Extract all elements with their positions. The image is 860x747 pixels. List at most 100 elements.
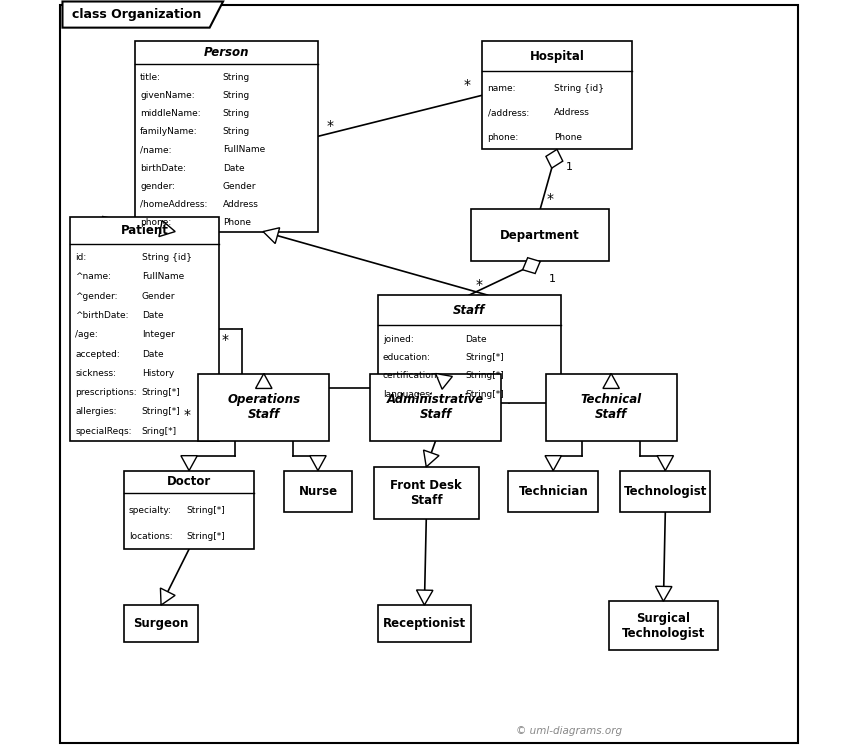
Text: joined:: joined: <box>383 335 414 344</box>
Text: FullName: FullName <box>142 273 184 282</box>
FancyBboxPatch shape <box>374 467 478 519</box>
Text: ^birthDate:: ^birthDate: <box>75 311 129 320</box>
Text: Date: Date <box>142 311 163 320</box>
Polygon shape <box>63 1 223 28</box>
FancyBboxPatch shape <box>371 374 501 441</box>
Text: *: * <box>183 408 191 422</box>
Polygon shape <box>181 456 197 471</box>
Polygon shape <box>603 374 619 388</box>
Polygon shape <box>655 586 672 601</box>
FancyBboxPatch shape <box>609 601 717 650</box>
Text: class Organization: class Organization <box>72 8 201 21</box>
Text: *: * <box>222 332 229 347</box>
Text: *: * <box>546 192 553 206</box>
Text: /address:: /address: <box>488 108 529 117</box>
Polygon shape <box>424 450 439 467</box>
Text: middleName:: middleName: <box>140 109 200 118</box>
FancyBboxPatch shape <box>620 471 710 512</box>
Polygon shape <box>263 228 280 244</box>
Text: 1: 1 <box>566 162 573 173</box>
Text: givenName:: givenName: <box>140 91 194 100</box>
Text: Hospital: Hospital <box>530 50 585 63</box>
Polygon shape <box>545 456 562 471</box>
Text: Surgeon: Surgeon <box>133 617 188 630</box>
Text: String {id}: String {id} <box>554 84 604 93</box>
FancyBboxPatch shape <box>70 217 219 441</box>
Text: familyName:: familyName: <box>140 128 198 137</box>
Text: allergies:: allergies: <box>75 407 117 416</box>
Text: /homeAddress:: /homeAddress: <box>140 200 207 209</box>
FancyBboxPatch shape <box>124 471 255 549</box>
Text: Patient: Patient <box>120 223 169 237</box>
Text: Nurse: Nurse <box>298 485 337 498</box>
Text: Integer: Integer <box>142 330 175 339</box>
Text: Staff: Staff <box>453 304 485 317</box>
Text: Surgical
Technologist: Surgical Technologist <box>622 612 705 639</box>
Text: Date: Date <box>223 164 244 173</box>
Polygon shape <box>161 588 175 605</box>
Text: languages:: languages: <box>383 390 433 399</box>
Text: *: * <box>327 120 334 134</box>
Polygon shape <box>310 456 326 471</box>
Text: id:: id: <box>75 253 86 262</box>
Text: certification:: certification: <box>383 371 440 380</box>
FancyBboxPatch shape <box>378 295 561 403</box>
Text: Address: Address <box>554 108 590 117</box>
Text: 1: 1 <box>550 274 556 285</box>
Text: ^gender:: ^gender: <box>75 291 118 301</box>
Text: /age:: /age: <box>75 330 98 339</box>
Polygon shape <box>546 149 562 168</box>
Text: accepted:: accepted: <box>75 350 120 359</box>
Text: Technologist: Technologist <box>624 485 707 498</box>
FancyBboxPatch shape <box>471 209 609 261</box>
Text: Operations
Staff: Operations Staff <box>227 393 300 421</box>
Text: Gender: Gender <box>142 291 175 301</box>
Text: String[*]: String[*] <box>142 407 181 416</box>
Text: String[*]: String[*] <box>187 506 225 515</box>
Text: Receptionist: Receptionist <box>383 617 466 630</box>
Text: Technician: Technician <box>519 485 588 498</box>
Text: *: * <box>464 78 470 93</box>
Text: birthDate:: birthDate: <box>140 164 186 173</box>
Text: specialty:: specialty: <box>129 506 172 515</box>
FancyBboxPatch shape <box>60 5 798 743</box>
Text: phone:: phone: <box>140 218 171 227</box>
Text: String[*]: String[*] <box>187 532 225 541</box>
Text: String[*]: String[*] <box>142 388 181 397</box>
Text: *: * <box>476 278 482 292</box>
Text: Date: Date <box>142 350 163 359</box>
Text: String[*]: String[*] <box>465 371 504 380</box>
FancyBboxPatch shape <box>508 471 598 512</box>
Polygon shape <box>416 590 433 605</box>
Text: locations:: locations: <box>129 532 173 541</box>
Text: Technical
Staff: Technical Staff <box>580 393 642 421</box>
Text: ^name:: ^name: <box>75 273 111 282</box>
Text: /name:: /name: <box>140 146 172 155</box>
Text: © uml-diagrams.org: © uml-diagrams.org <box>516 725 622 736</box>
Text: Phone: Phone <box>223 218 251 227</box>
Text: specialReqs:: specialReqs: <box>75 427 132 436</box>
FancyBboxPatch shape <box>199 374 329 441</box>
Text: String: String <box>223 91 250 100</box>
Polygon shape <box>159 220 175 237</box>
FancyBboxPatch shape <box>124 605 199 642</box>
FancyBboxPatch shape <box>285 471 352 512</box>
Text: String[*]: String[*] <box>465 353 504 362</box>
Polygon shape <box>657 456 673 471</box>
Text: Doctor: Doctor <box>167 475 212 488</box>
Text: Front Desk
Staff: Front Desk Staff <box>390 479 462 507</box>
FancyBboxPatch shape <box>546 374 677 441</box>
Text: Person: Person <box>204 46 249 59</box>
Text: FullName: FullName <box>223 146 265 155</box>
Text: name:: name: <box>488 84 516 93</box>
FancyBboxPatch shape <box>135 41 318 232</box>
Text: Gender: Gender <box>223 182 256 190</box>
Text: title:: title: <box>140 73 161 82</box>
Text: education:: education: <box>383 353 431 362</box>
Polygon shape <box>436 374 452 389</box>
FancyBboxPatch shape <box>378 605 471 642</box>
Text: Phone: Phone <box>554 133 582 142</box>
Text: Address: Address <box>223 200 259 209</box>
Text: Sring[*]: Sring[*] <box>142 427 177 436</box>
Text: sickness:: sickness: <box>75 369 116 378</box>
